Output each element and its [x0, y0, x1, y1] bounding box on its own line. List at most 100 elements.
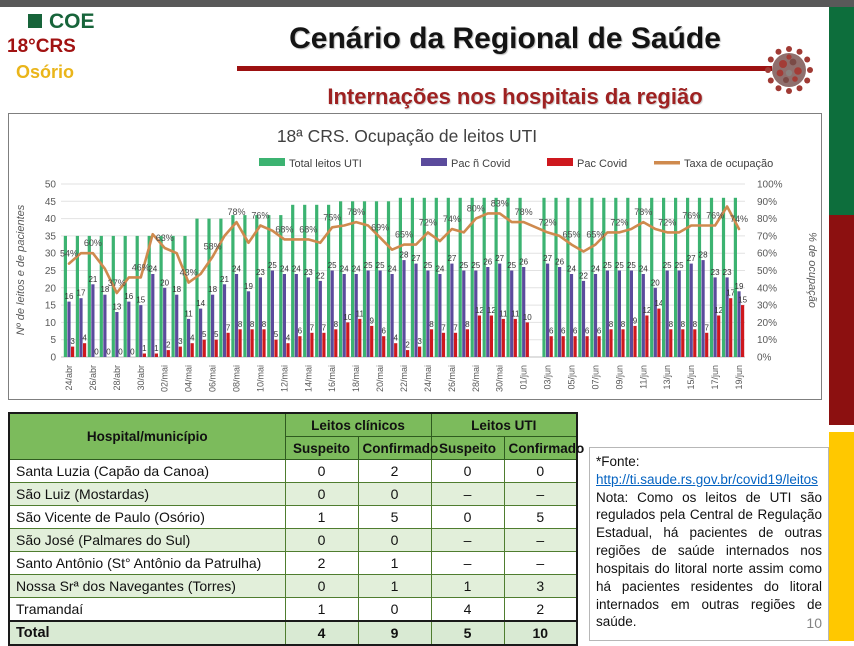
svg-text:Pac ñ Covid: Pac ñ Covid [451, 158, 510, 170]
svg-text:74%: 74% [443, 214, 461, 224]
svg-text:19: 19 [735, 282, 744, 291]
svg-text:25: 25 [45, 266, 57, 277]
svg-text:72%: 72% [610, 217, 628, 227]
svg-text:83%: 83% [491, 198, 509, 208]
bed-count-cell: 1 [284, 597, 359, 622]
svg-text:% de ocupação: % de ocupação [806, 232, 817, 308]
svg-text:25: 25 [364, 261, 373, 270]
hospitals-table: Hospital/município Leitos clínicos Leito… [8, 412, 584, 646]
svg-text:7: 7 [322, 323, 327, 332]
svg-text:0: 0 [94, 348, 99, 357]
svg-text:18ª CRS. Ocupação de leitos UT: 18ª CRS. Ocupação de leitos UTI [277, 126, 537, 146]
svg-text:65%: 65% [395, 230, 413, 240]
bed-count-cell: 5 [503, 505, 578, 529]
coe-square-icon [28, 14, 42, 28]
svg-text:11: 11 [356, 309, 365, 318]
table-row: Santo Antônio (St° Antônio da Patrulha) 2… [8, 551, 578, 575]
bed-count-cell: 0 [284, 574, 359, 598]
hospital-name: Tramandaí [8, 597, 286, 622]
svg-text:24: 24 [435, 265, 444, 274]
table-row: São Luiz (Mostardas) 0 0– – [8, 482, 578, 506]
svg-text:15: 15 [45, 301, 57, 312]
bed-count-cell: 1 [430, 574, 505, 598]
svg-text:76%: 76% [251, 211, 269, 221]
svg-text:3: 3 [178, 337, 183, 346]
svg-text:58%: 58% [204, 242, 222, 252]
svg-text:0: 0 [118, 348, 123, 357]
svg-text:68%: 68% [299, 224, 317, 234]
svg-text:4: 4 [82, 334, 87, 343]
svg-text:6: 6 [561, 327, 566, 336]
svg-text:3: 3 [70, 337, 75, 346]
svg-text:25: 25 [268, 261, 277, 270]
svg-text:07/jun: 07/jun [590, 365, 600, 390]
svg-text:10: 10 [45, 318, 57, 329]
subheader-confirmado-clinicos: Confirmado [357, 436, 438, 460]
svg-text:9: 9 [369, 316, 374, 325]
bed-count-cell: 0 [357, 528, 432, 552]
bed-count-cell: 2 [357, 459, 432, 483]
svg-text:10: 10 [523, 313, 532, 322]
svg-text:16: 16 [124, 292, 133, 301]
subheader-suspeito-uti: Suspeito [430, 436, 505, 460]
total-row: Total 4 9 5 10 [8, 620, 578, 646]
svg-text:4: 4 [286, 334, 291, 343]
group-header-clinicos: Leitos clínicos [284, 412, 432, 437]
svg-text:24: 24 [232, 265, 241, 274]
svg-text:74%: 74% [730, 214, 748, 224]
svg-text:30%: 30% [757, 301, 777, 312]
svg-text:24: 24 [591, 265, 600, 274]
page-number: 10 [806, 615, 822, 632]
fonte-link[interactable]: http://ti.saude.rs.gov.br/covid19/leitos [596, 471, 818, 487]
svg-text:12: 12 [642, 306, 651, 315]
crs-label: 18°CRS [7, 36, 76, 58]
svg-text:76%: 76% [706, 211, 724, 221]
svg-text:17: 17 [726, 289, 735, 298]
svg-text:25: 25 [663, 261, 672, 270]
svg-text:72%: 72% [658, 217, 676, 227]
svg-text:26/abr: 26/abr [88, 365, 98, 391]
svg-text:35: 35 [45, 231, 57, 242]
svg-text:26: 26 [555, 258, 564, 267]
svg-text:13/jun: 13/jun [662, 365, 672, 390]
svg-text:13: 13 [112, 303, 121, 312]
svg-text:28/abr: 28/abr [112, 365, 122, 391]
table-row: Tramandaí 1 0 4 2 [8, 597, 578, 622]
svg-text:Nº de leitos e de pacientes: Nº de leitos e de pacientes [15, 204, 27, 335]
table-row: Nossa Srª dos Navegantes (Torres) 0 1 1 3 [8, 574, 578, 598]
bed-count-cell: 5 [357, 505, 432, 529]
svg-text:30: 30 [45, 249, 57, 260]
svg-text:60%: 60% [757, 249, 777, 260]
svg-text:25: 25 [615, 261, 624, 270]
svg-text:28: 28 [699, 251, 708, 260]
hospital-name: São José (Palmares do Sul) [8, 528, 286, 552]
svg-text:80%: 80% [467, 204, 485, 214]
chart-panel: 18ª CRS. Ocupação de leitos UTI Total lei… [8, 113, 822, 400]
svg-text:2: 2 [166, 341, 171, 350]
svg-text:80%: 80% [757, 214, 777, 225]
svg-text:14: 14 [654, 299, 663, 308]
svg-text:8: 8 [238, 320, 243, 329]
svg-text:7: 7 [310, 323, 315, 332]
edge-bar-yellow [829, 432, 854, 641]
svg-text:06/mai: 06/mai [208, 365, 218, 392]
svg-text:65%: 65% [562, 230, 580, 240]
svg-text:8: 8 [465, 320, 470, 329]
svg-text:12/mai: 12/mai [279, 365, 289, 392]
svg-text:8: 8 [693, 320, 698, 329]
svg-text:78%: 78% [347, 207, 365, 217]
total-cell: 10 [503, 620, 578, 646]
svg-text:9: 9 [633, 316, 638, 325]
svg-text:21: 21 [88, 275, 97, 284]
svg-text:6: 6 [585, 327, 590, 336]
svg-text:27: 27 [687, 254, 696, 263]
bed-count-cell: – [430, 528, 505, 552]
svg-text:18: 18 [208, 285, 217, 294]
svg-text:5: 5 [274, 330, 279, 339]
svg-text:46%: 46% [132, 262, 150, 272]
table-row: Santa Luzia (Capão da Canoa) 0 2 0 0 [8, 459, 578, 483]
svg-text:65%: 65% [586, 230, 604, 240]
svg-text:37%: 37% [108, 278, 126, 288]
total-cell: 9 [357, 620, 432, 646]
